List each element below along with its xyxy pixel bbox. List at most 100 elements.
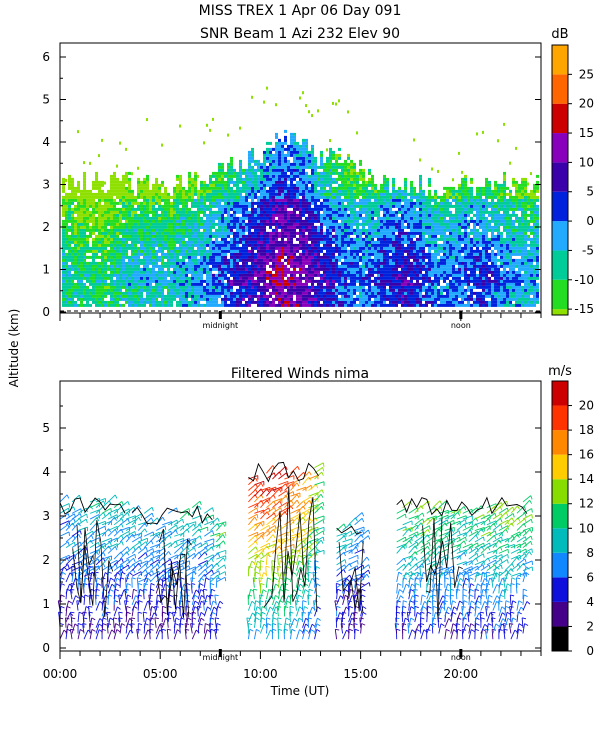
snr-cell bbox=[95, 282, 98, 286]
snr-cell bbox=[407, 246, 410, 250]
snr-cell bbox=[203, 270, 206, 274]
snr-cell bbox=[347, 234, 350, 238]
snr-cell bbox=[98, 237, 101, 241]
snr-cell bbox=[302, 91, 304, 95]
snr-cell bbox=[323, 276, 326, 280]
snr-cell bbox=[356, 246, 359, 250]
snr-cell bbox=[158, 267, 161, 271]
snr-cell bbox=[95, 177, 98, 181]
snr-cell bbox=[95, 300, 98, 304]
snr-cell bbox=[266, 177, 269, 181]
snr-cell bbox=[392, 198, 395, 202]
snr-cell bbox=[380, 285, 383, 289]
snr-cell bbox=[161, 210, 164, 214]
snr-cell bbox=[182, 246, 185, 250]
snr-cell bbox=[398, 240, 401, 244]
snr-cell bbox=[167, 204, 170, 208]
snr-cell bbox=[83, 180, 86, 184]
snr-cell bbox=[203, 252, 206, 256]
snr-cell bbox=[350, 204, 353, 208]
snr-cell bbox=[308, 279, 311, 283]
snr-cell bbox=[278, 240, 281, 244]
snr-cell bbox=[275, 240, 278, 244]
snr-cell bbox=[203, 237, 206, 241]
snr-cell bbox=[260, 228, 263, 232]
snr-cell bbox=[218, 261, 221, 265]
snr-cell bbox=[116, 180, 119, 184]
snr-cell bbox=[317, 174, 320, 178]
snr-cell bbox=[128, 207, 131, 211]
snr-cell bbox=[95, 264, 98, 268]
snr-cell bbox=[323, 210, 326, 214]
snr-cell bbox=[125, 198, 128, 202]
snr-cell bbox=[332, 237, 335, 241]
snr-cell bbox=[110, 258, 113, 262]
snr-cell bbox=[218, 264, 221, 268]
snr-cell bbox=[335, 303, 338, 307]
snr-cell bbox=[212, 222, 215, 226]
snr-cell bbox=[119, 264, 122, 268]
snr-cell bbox=[68, 234, 71, 238]
snr-cell bbox=[92, 180, 95, 184]
snr-cell bbox=[284, 153, 287, 157]
snr-cell bbox=[251, 261, 254, 265]
snr-cell bbox=[269, 207, 272, 211]
snr-cell bbox=[113, 249, 116, 253]
snr-cell bbox=[257, 258, 260, 262]
snr-cell bbox=[83, 267, 86, 271]
snr-cell bbox=[98, 222, 101, 226]
snr-cell bbox=[260, 162, 263, 166]
snr-cell bbox=[215, 186, 218, 190]
snr-cell bbox=[164, 240, 167, 244]
snr-cell bbox=[377, 240, 380, 244]
snr-cell bbox=[92, 300, 95, 304]
snr-cell bbox=[341, 273, 344, 277]
snr-cell bbox=[116, 228, 119, 232]
snr-cell bbox=[92, 291, 95, 295]
snr-cell bbox=[308, 210, 311, 214]
snr-cell bbox=[257, 267, 260, 271]
snr-cell bbox=[293, 186, 296, 190]
snr-cell bbox=[242, 237, 245, 241]
snr-cell bbox=[275, 255, 278, 259]
snr-cell bbox=[395, 297, 398, 301]
snr-cell bbox=[194, 261, 197, 265]
snr-cell bbox=[191, 276, 194, 280]
snr-cell bbox=[86, 213, 89, 217]
snr-cell bbox=[326, 207, 329, 211]
snr-cell bbox=[224, 243, 227, 247]
snr-cell bbox=[293, 249, 296, 253]
snr-cell bbox=[71, 297, 74, 301]
snr-cell bbox=[317, 300, 320, 304]
snr-cell bbox=[83, 222, 86, 226]
snr-cell bbox=[221, 222, 224, 226]
snr-cell bbox=[293, 132, 296, 136]
snr-cell bbox=[191, 222, 194, 226]
snr-cell bbox=[92, 207, 95, 211]
snr-cell bbox=[347, 243, 350, 247]
snr-cell bbox=[215, 252, 218, 256]
snr-cell bbox=[158, 273, 161, 277]
snr-cell bbox=[155, 186, 158, 190]
snr-cell bbox=[287, 153, 290, 157]
snr-cell bbox=[191, 192, 194, 196]
snr-cell bbox=[173, 231, 176, 235]
snr-cell bbox=[407, 282, 410, 286]
snr-cell bbox=[62, 297, 65, 301]
snr-cell bbox=[230, 252, 233, 256]
snr-cell bbox=[380, 195, 383, 199]
snr-cell bbox=[158, 183, 161, 187]
snr-cell bbox=[209, 216, 212, 220]
snr-cell bbox=[98, 234, 101, 238]
snr-cell bbox=[152, 201, 155, 205]
snr-cell bbox=[110, 219, 113, 223]
snr-cell bbox=[134, 249, 137, 253]
snr-cell bbox=[194, 192, 197, 196]
snr-cell bbox=[365, 282, 368, 286]
snr-cell bbox=[68, 294, 71, 298]
snr-cell bbox=[263, 228, 266, 232]
snr-cell bbox=[281, 207, 284, 211]
snr-cell bbox=[230, 279, 233, 283]
snr-cell bbox=[263, 291, 266, 295]
snr-cell bbox=[254, 162, 257, 166]
